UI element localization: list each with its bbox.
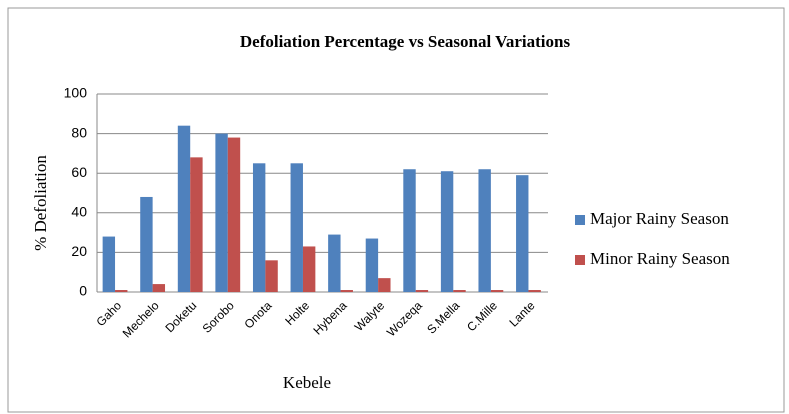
chart-frame [7, 7, 785, 413]
bar [490, 290, 504, 292]
bar [378, 278, 391, 292]
bar [115, 290, 128, 292]
bar [340, 290, 353, 292]
bar [516, 175, 529, 292]
legend-label: Major Rainy Season [590, 209, 729, 228]
bar [302, 246, 316, 292]
bar [290, 163, 303, 292]
bar [152, 284, 166, 292]
legend-swatch [575, 255, 585, 265]
bar [453, 290, 466, 292]
y-tick-label: 20 [71, 243, 87, 259]
bar [528, 290, 541, 292]
bar [140, 196, 153, 292]
bar [440, 171, 454, 292]
bar [190, 157, 203, 292]
bar [365, 238, 379, 292]
y-axis-label: % Defoliation [31, 155, 50, 251]
bar [328, 234, 341, 292]
y-tick-label: 60 [71, 164, 87, 180]
x-axis-label: Kebele [283, 373, 331, 392]
legend-swatch [575, 215, 585, 225]
legend-label: Minor Rainy Season [590, 249, 730, 268]
bar [403, 169, 416, 292]
bar [177, 125, 191, 293]
bar [252, 163, 266, 292]
bar [265, 260, 278, 292]
y-tick-label: 100 [64, 85, 88, 101]
bar [415, 290, 429, 292]
bar [102, 236, 116, 292]
chart-title: Defoliation Percentage vs Seasonal Varia… [240, 32, 571, 51]
y-tick-label: 80 [71, 124, 87, 140]
bar [215, 133, 228, 292]
y-tick-label: 0 [79, 283, 87, 299]
y-tick-label: 40 [71, 204, 87, 220]
bar [478, 169, 491, 292]
bar [227, 137, 241, 292]
